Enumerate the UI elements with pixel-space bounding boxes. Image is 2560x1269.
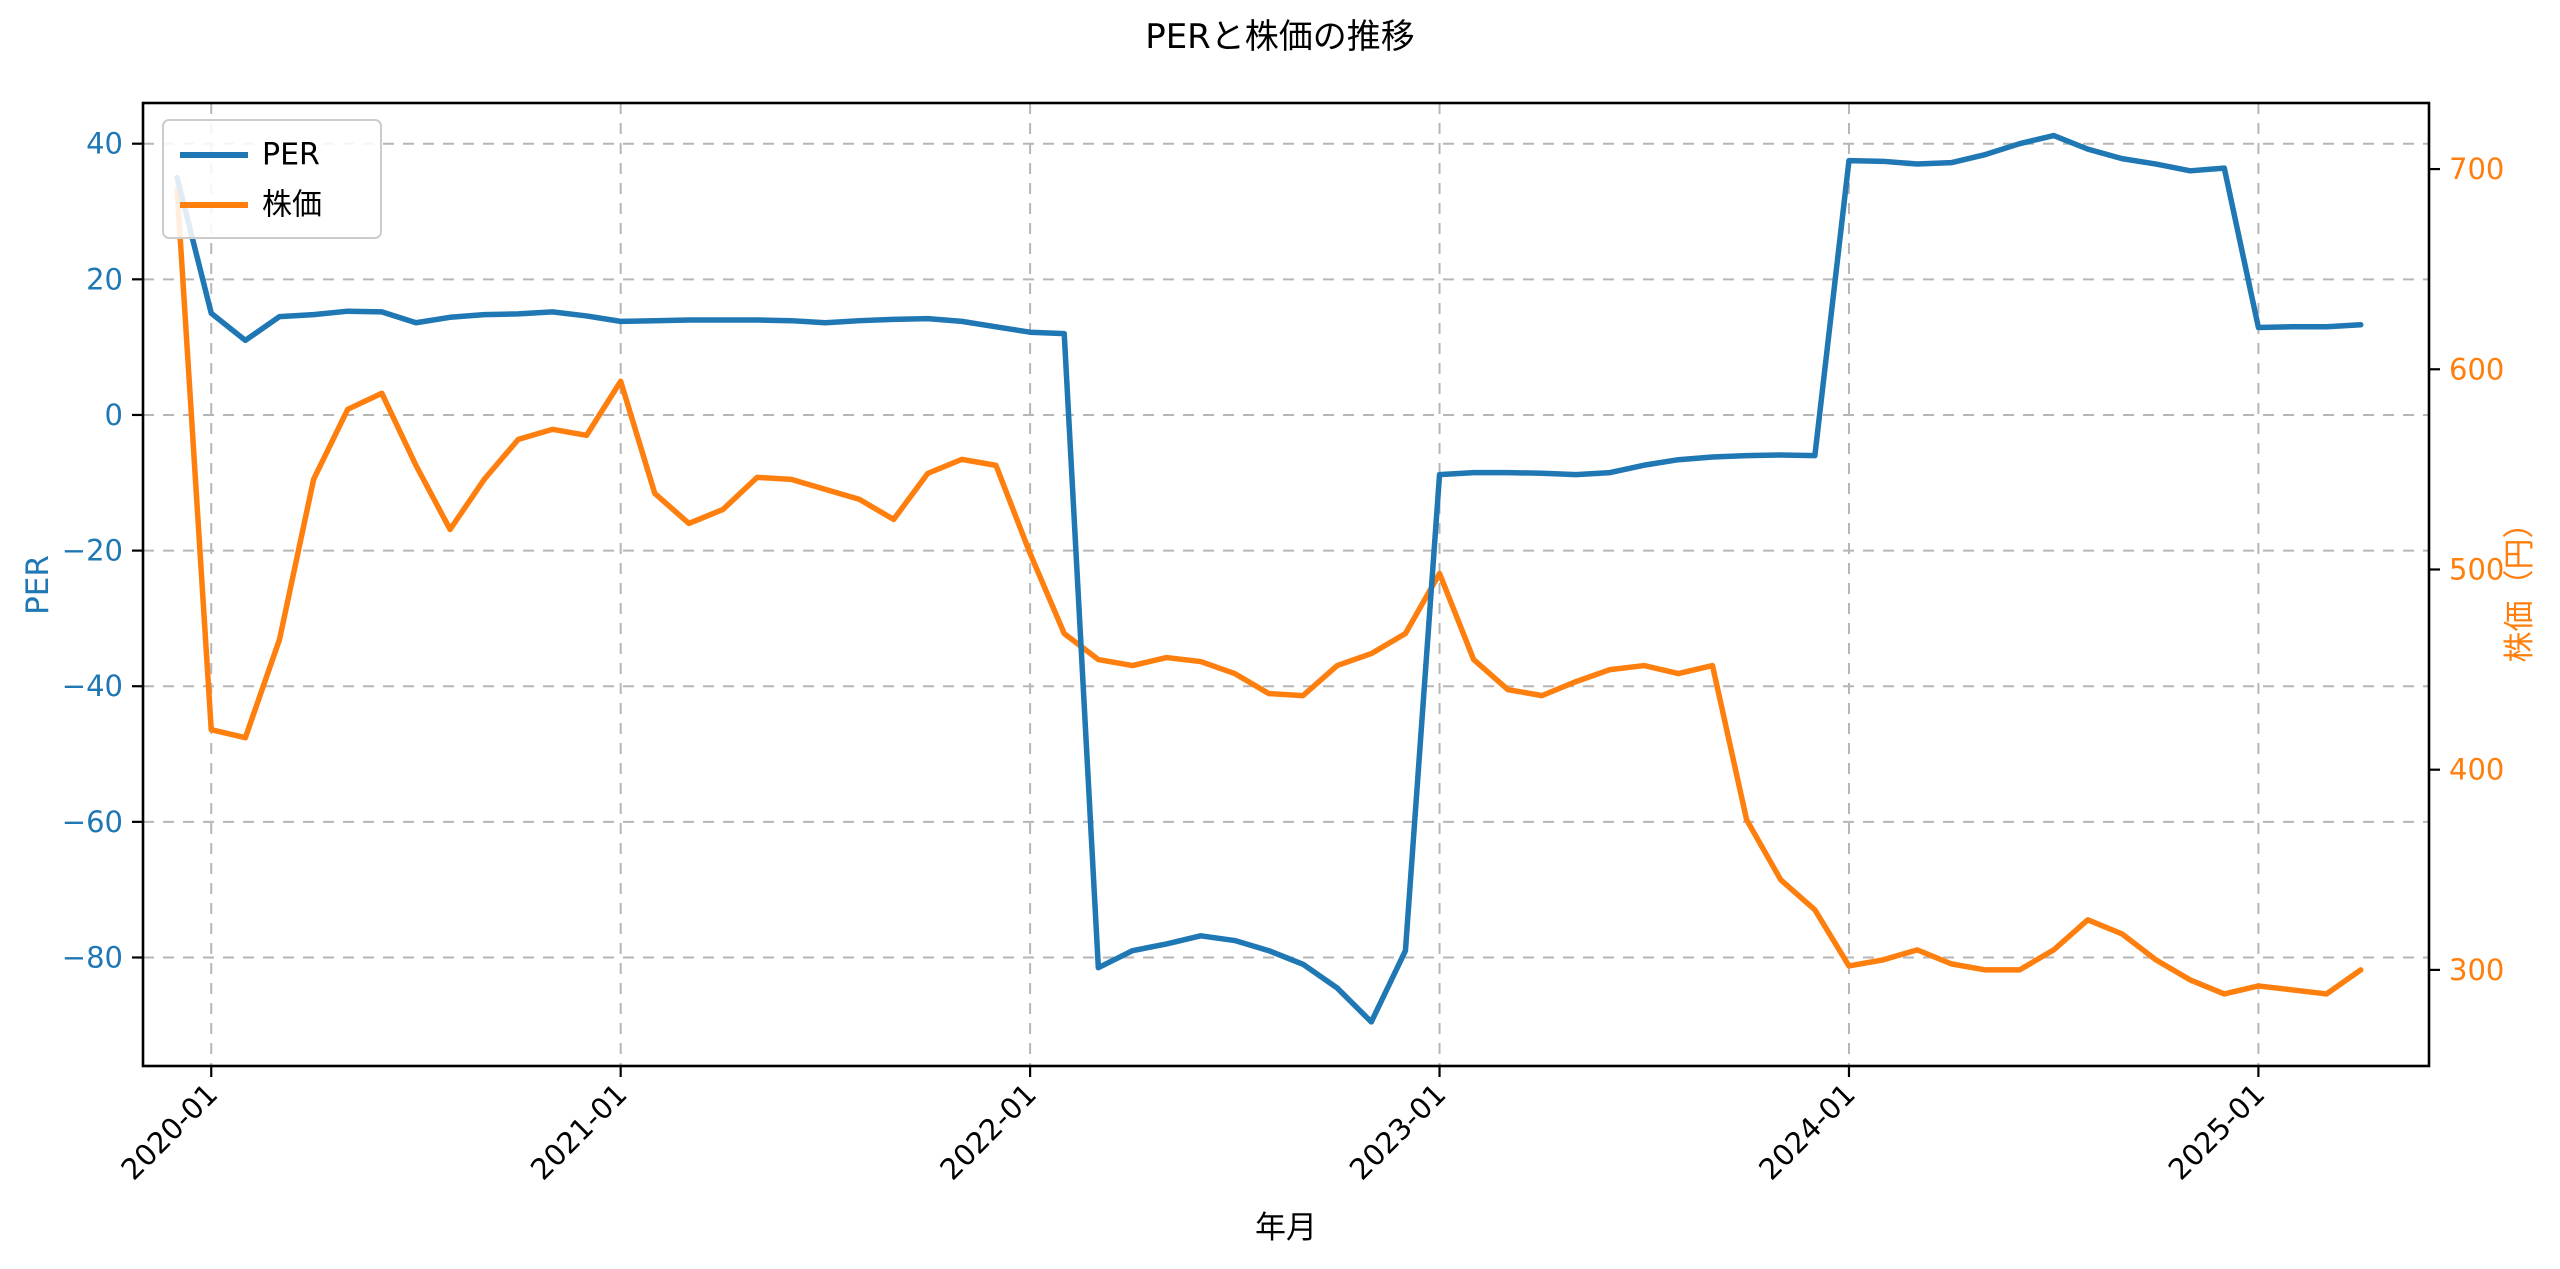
chart-title: PERと株価の推移 <box>1145 17 1415 57</box>
legend-label-per: PER <box>262 138 320 173</box>
chart-legend: PER 株価 <box>162 119 382 239</box>
x-tick-label: 2023-01 <box>1343 1077 1453 1187</box>
legend-label-price: 株価 <box>262 188 322 223</box>
y-tick-label-right: 400 <box>2449 753 2504 787</box>
x-tick-label: 2024-01 <box>1752 1077 1862 1187</box>
series-line-per <box>174 132 2364 1025</box>
y-axis-label-right: 株価（円） <box>2502 508 2538 663</box>
y-tick-label-right: 700 <box>2449 152 2504 186</box>
x-tick-label: 2022-01 <box>933 1077 1043 1187</box>
y-tick-label-left: −60 <box>62 805 123 839</box>
y-tick-label-left: −20 <box>62 534 123 568</box>
plot-frame <box>141 101 2431 1068</box>
y-tick-label-left: 40 <box>86 127 123 161</box>
horizontal-gridlines <box>143 142 2429 959</box>
y-tick-label-right: 600 <box>2449 352 2504 386</box>
left-axis-ticks: 40 20 0 −20 −40 −60 −80 <box>62 127 143 974</box>
y-tick-label-left: −40 <box>62 669 123 703</box>
y-tick-label-left: −80 <box>62 940 123 974</box>
y-tick-label-left: 20 <box>86 262 123 296</box>
y-tick-label-left: 0 <box>105 398 123 432</box>
x-axis-label: 年月 <box>1255 1210 1317 1246</box>
plot-area-background <box>143 103 2429 1066</box>
x-tick-label: 2025-01 <box>2162 1077 2272 1187</box>
y-tick-label-right: 300 <box>2449 953 2504 987</box>
right-axis-ticks: 700 600 500 400 300 <box>2429 152 2504 987</box>
x-axis-ticks: 2020-01 2021-01 2022-01 2023-01 2024-01 2025-… <box>114 1066 2271 1187</box>
legend-background <box>162 119 382 239</box>
x-tick-label: 2021-01 <box>524 1077 634 1187</box>
vertical-gridlines <box>210 103 2260 1066</box>
y-axis-label-left: PER <box>20 555 56 615</box>
x-tick-label: 2020-01 <box>114 1077 224 1187</box>
series-line-stock-price <box>174 186 2364 997</box>
y-tick-label-right: 500 <box>2449 552 2504 586</box>
